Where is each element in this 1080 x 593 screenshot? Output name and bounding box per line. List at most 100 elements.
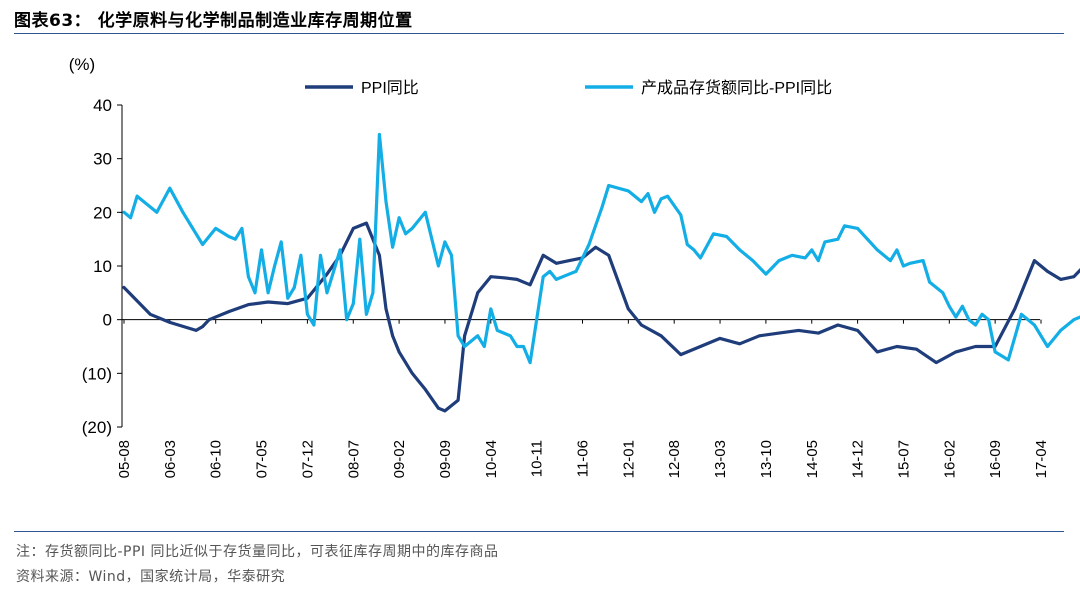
x-tick-label: 06-10: [208, 440, 225, 478]
series-2-point: [980, 312, 984, 316]
series-1-point: [397, 350, 401, 354]
series-2-point: [273, 264, 276, 268]
series-layer: [122, 132, 1080, 413]
series-2-point: [685, 243, 689, 246]
series-2-point: [515, 345, 519, 348]
series-1-point: [384, 307, 388, 311]
series-2-point: [522, 345, 525, 348]
series-2-point: [253, 291, 257, 295]
chart-note: 注：存货额同比-PPI 同比近似于存货量同比，可表征库存周期中的库存商品: [16, 544, 499, 560]
y-tick-label: 40: [93, 96, 112, 115]
series-1-point: [437, 406, 440, 410]
series-2-point: [607, 184, 611, 187]
series-1-point: [816, 331, 820, 335]
series-line-2: [122, 132, 1080, 365]
series-2-point: [129, 216, 133, 220]
series-2-point: [653, 210, 656, 214]
series-2-point: [292, 286, 296, 289]
y-axis-unit-label: (%): [69, 55, 95, 74]
series-2-point: [247, 275, 250, 279]
x-tick-label: 09-02: [391, 440, 408, 478]
series-2-point: [954, 315, 958, 319]
series-2-point: [135, 194, 139, 198]
x-tick-label: 12-01: [620, 440, 637, 478]
series-1-point: [777, 331, 781, 335]
series-2-point: [456, 334, 460, 338]
series-2-point: [679, 213, 683, 217]
series-2-point: [843, 224, 846, 228]
series-2-point: [338, 248, 342, 252]
x-tick-label: 05-08: [116, 440, 133, 478]
chart-axes: 40 30 20 10 0 (10) (20) (%) 05-08 06-03 06-10 07-05…: [69, 55, 1080, 478]
series-1-point: [699, 345, 702, 348]
y-tick-label: 0: [103, 311, 112, 330]
series-2-point: [777, 259, 781, 262]
series-2-point: [214, 227, 218, 230]
series-1-point: [148, 312, 152, 316]
series-1-point: [325, 272, 329, 276]
series-2-point: [423, 210, 427, 214]
series-2-point: [332, 270, 335, 273]
series-2-point: [181, 210, 185, 214]
series-1-point: [168, 321, 172, 324]
series-1-point: [895, 345, 899, 348]
series-2-point: [692, 248, 696, 252]
series-2-point: [554, 278, 558, 281]
series-2-point: [391, 245, 394, 249]
series-1-point: [915, 347, 918, 351]
series-2-point: [902, 264, 905, 268]
series-2-point: [201, 243, 205, 246]
series-2-point: [312, 323, 316, 327]
x-tick-label: 06-03: [162, 440, 179, 478]
series-1-point: [875, 350, 879, 354]
series-2-point: [541, 275, 545, 279]
series-1-point: [207, 318, 211, 322]
series-1-point: [974, 345, 977, 348]
series-1-point: [607, 253, 611, 257]
legend-label-2: 产成品存货额同比-PPI同比: [641, 79, 832, 97]
series-2-point: [941, 291, 945, 295]
series-1-point: [391, 334, 394, 338]
series-2-point: [738, 248, 742, 252]
series-2-point: [365, 312, 368, 316]
series-2-point: [548, 270, 552, 273]
series-1-point: [227, 310, 231, 313]
series-1-point: [476, 291, 480, 295]
series-2-point: [1033, 323, 1036, 327]
series-2-point: [561, 275, 565, 279]
series-2-point: [699, 256, 702, 260]
series-2-point: [509, 334, 512, 338]
series-line-1: [122, 221, 1080, 413]
series-2-point: [1072, 318, 1076, 322]
series-1-point: [247, 303, 250, 306]
series-2-point: [895, 248, 899, 252]
series-1-point: [836, 323, 840, 327]
series-2-point: [810, 248, 814, 252]
series-2-point: [410, 227, 414, 230]
x-tick-label: 15-07: [895, 440, 912, 478]
series-2-point: [1059, 329, 1063, 332]
series-2-point: [993, 350, 997, 354]
x-tick-label: 14-12: [850, 440, 867, 478]
y-tick-label: (10): [82, 364, 112, 383]
series-2-point: [961, 304, 964, 308]
series-2-point: [319, 253, 322, 257]
series-2-point: [908, 261, 912, 265]
legend-label-1: PPI同比: [361, 79, 419, 97]
series-1-point: [456, 398, 460, 402]
series-2-point: [528, 361, 532, 364]
series-2-point: [974, 323, 977, 327]
series-2-point: [168, 186, 172, 190]
series-1-point: [758, 334, 761, 338]
series-2-point: [155, 210, 159, 214]
footer-divider: [14, 531, 1064, 532]
x-tick-label: 12-08: [666, 440, 683, 478]
series-2-point: [240, 227, 244, 230]
x-tick-label: 08-07: [345, 440, 362, 478]
x-tick-label: 14-05: [804, 440, 821, 478]
series-2-point: [587, 243, 591, 246]
series-2-point: [600, 205, 604, 209]
series-2-point: [1046, 345, 1049, 348]
series-1-point: [659, 334, 663, 338]
line-chart: 40 30 20 10 0 (10) (20) (%) 05-08 06-03 06-10 07-05…: [69, 55, 1080, 478]
